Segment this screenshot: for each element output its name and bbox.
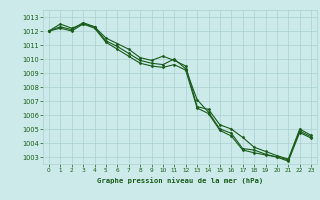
X-axis label: Graphe pression niveau de la mer (hPa): Graphe pression niveau de la mer (hPa) xyxy=(97,177,263,184)
